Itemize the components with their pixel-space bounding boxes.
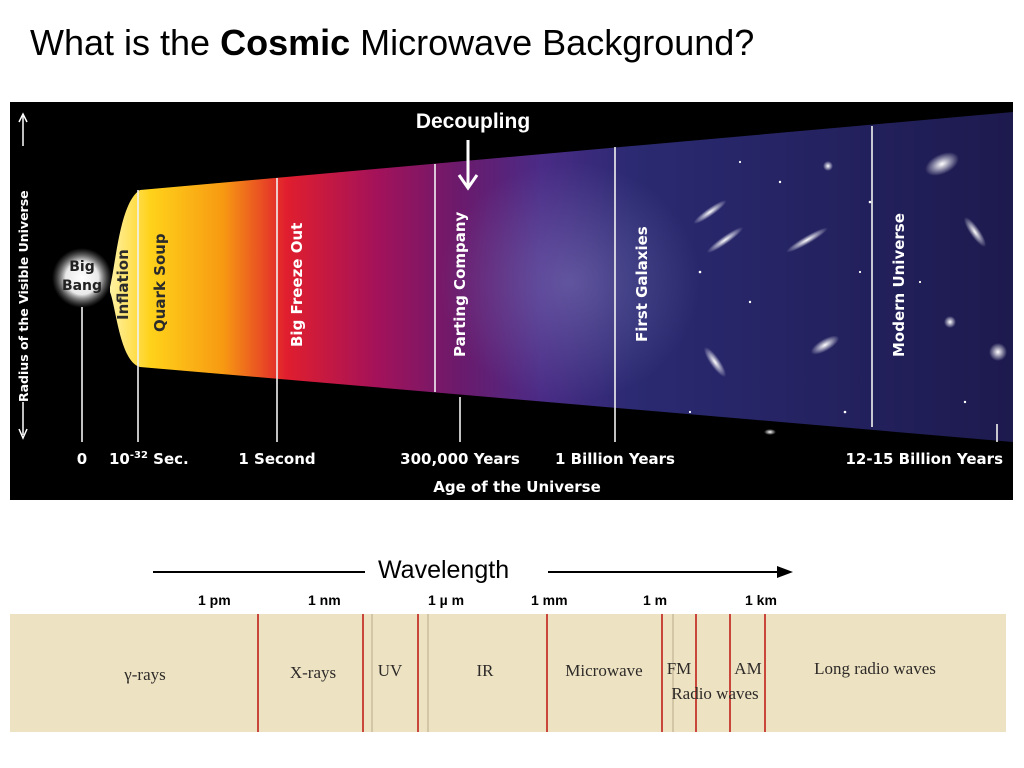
scale-label-1pm: 1 pm (198, 592, 231, 608)
tick-label-300k-years: 300,000 Years (400, 450, 520, 468)
wavelength-arrow (0, 552, 1024, 592)
epoch-label-big-freeze-out: Big Freeze Out (288, 223, 306, 347)
scale-label-1um: 1 µ m (428, 592, 464, 608)
epoch-label-modern-universe: Modern Universe (890, 213, 908, 357)
scale-label-1nm: 1 nm (308, 592, 341, 608)
universe-timeline-diagram: Big Bang Inflation Quark Soup Big Freeze… (10, 102, 1013, 500)
band-am: AM (734, 659, 761, 678)
tick-label-inflation-unit: Sec. (148, 450, 189, 468)
title-bold-word: Cosmic (220, 22, 350, 63)
band-long-radio-waves: Long radio waves (814, 659, 936, 678)
tick-label-one-second: 1 Second (238, 450, 315, 468)
star (859, 271, 861, 273)
big-bang-label-line1: Big (69, 259, 95, 275)
arrow-right-icon (777, 566, 793, 578)
band-gamma-rays: γ-rays (123, 665, 166, 684)
band-radio-waves: Radio waves (671, 684, 758, 703)
big-bang-label-line2: Bang (62, 278, 102, 294)
epoch-label-first-galaxies: First Galaxies (633, 226, 651, 342)
scale-label-1mm: 1 mm (531, 592, 568, 608)
electromagnetic-spectrum-band: γ-rays X-rays UV IR Microwave FM AM Radi… (10, 614, 1006, 732)
scale-label-1km: 1 km (745, 592, 777, 608)
band-x-rays: X-rays (290, 663, 336, 682)
star (689, 411, 691, 413)
band-uv: UV (378, 661, 403, 680)
star (739, 161, 741, 163)
galaxy-icon (989, 343, 1007, 361)
star (844, 411, 847, 414)
slide-title: What is the Cosmic Microwave Background? (30, 22, 754, 64)
epoch-label-quark-soup: Quark Soup (151, 233, 169, 332)
star (699, 271, 702, 274)
x-axis-label: Age of the Universe (433, 478, 601, 496)
star (964, 401, 966, 403)
tick-label-zero: 0 (77, 450, 87, 468)
tick-label-one-billion-years: 1 Billion Years (555, 450, 675, 468)
scale-label-1m: 1 m (643, 592, 667, 608)
star (919, 281, 921, 283)
galaxy-icon (823, 161, 833, 171)
title-prefix: What is the (30, 22, 220, 63)
galaxy-icon (764, 429, 776, 435)
band-microwave: Microwave (565, 661, 642, 680)
star (869, 201, 872, 204)
decoupling-haze (440, 162, 700, 402)
title-suffix: Microwave Background? (350, 22, 754, 63)
tick-label-inflation-exp: -32 (130, 450, 148, 461)
epoch-label-inflation: Inflation (114, 249, 132, 320)
epoch-label-parting-company: Parting Company (451, 211, 469, 357)
y-axis-label: Radius of the Visible Universe (16, 190, 31, 402)
decoupling-label: Decoupling (416, 110, 530, 133)
band-ir: IR (477, 661, 495, 680)
tick-label-inflation-time: 10-32 Sec. (109, 450, 189, 468)
tick-label-modern: 12-15 Billion Years (845, 450, 1003, 468)
star (749, 301, 751, 303)
galaxy-icon (944, 316, 956, 328)
tick-label-inflation-base: 10 (109, 450, 130, 468)
wavelength-label: Wavelength (378, 556, 509, 585)
band-fm: FM (667, 659, 692, 678)
star (779, 181, 781, 183)
